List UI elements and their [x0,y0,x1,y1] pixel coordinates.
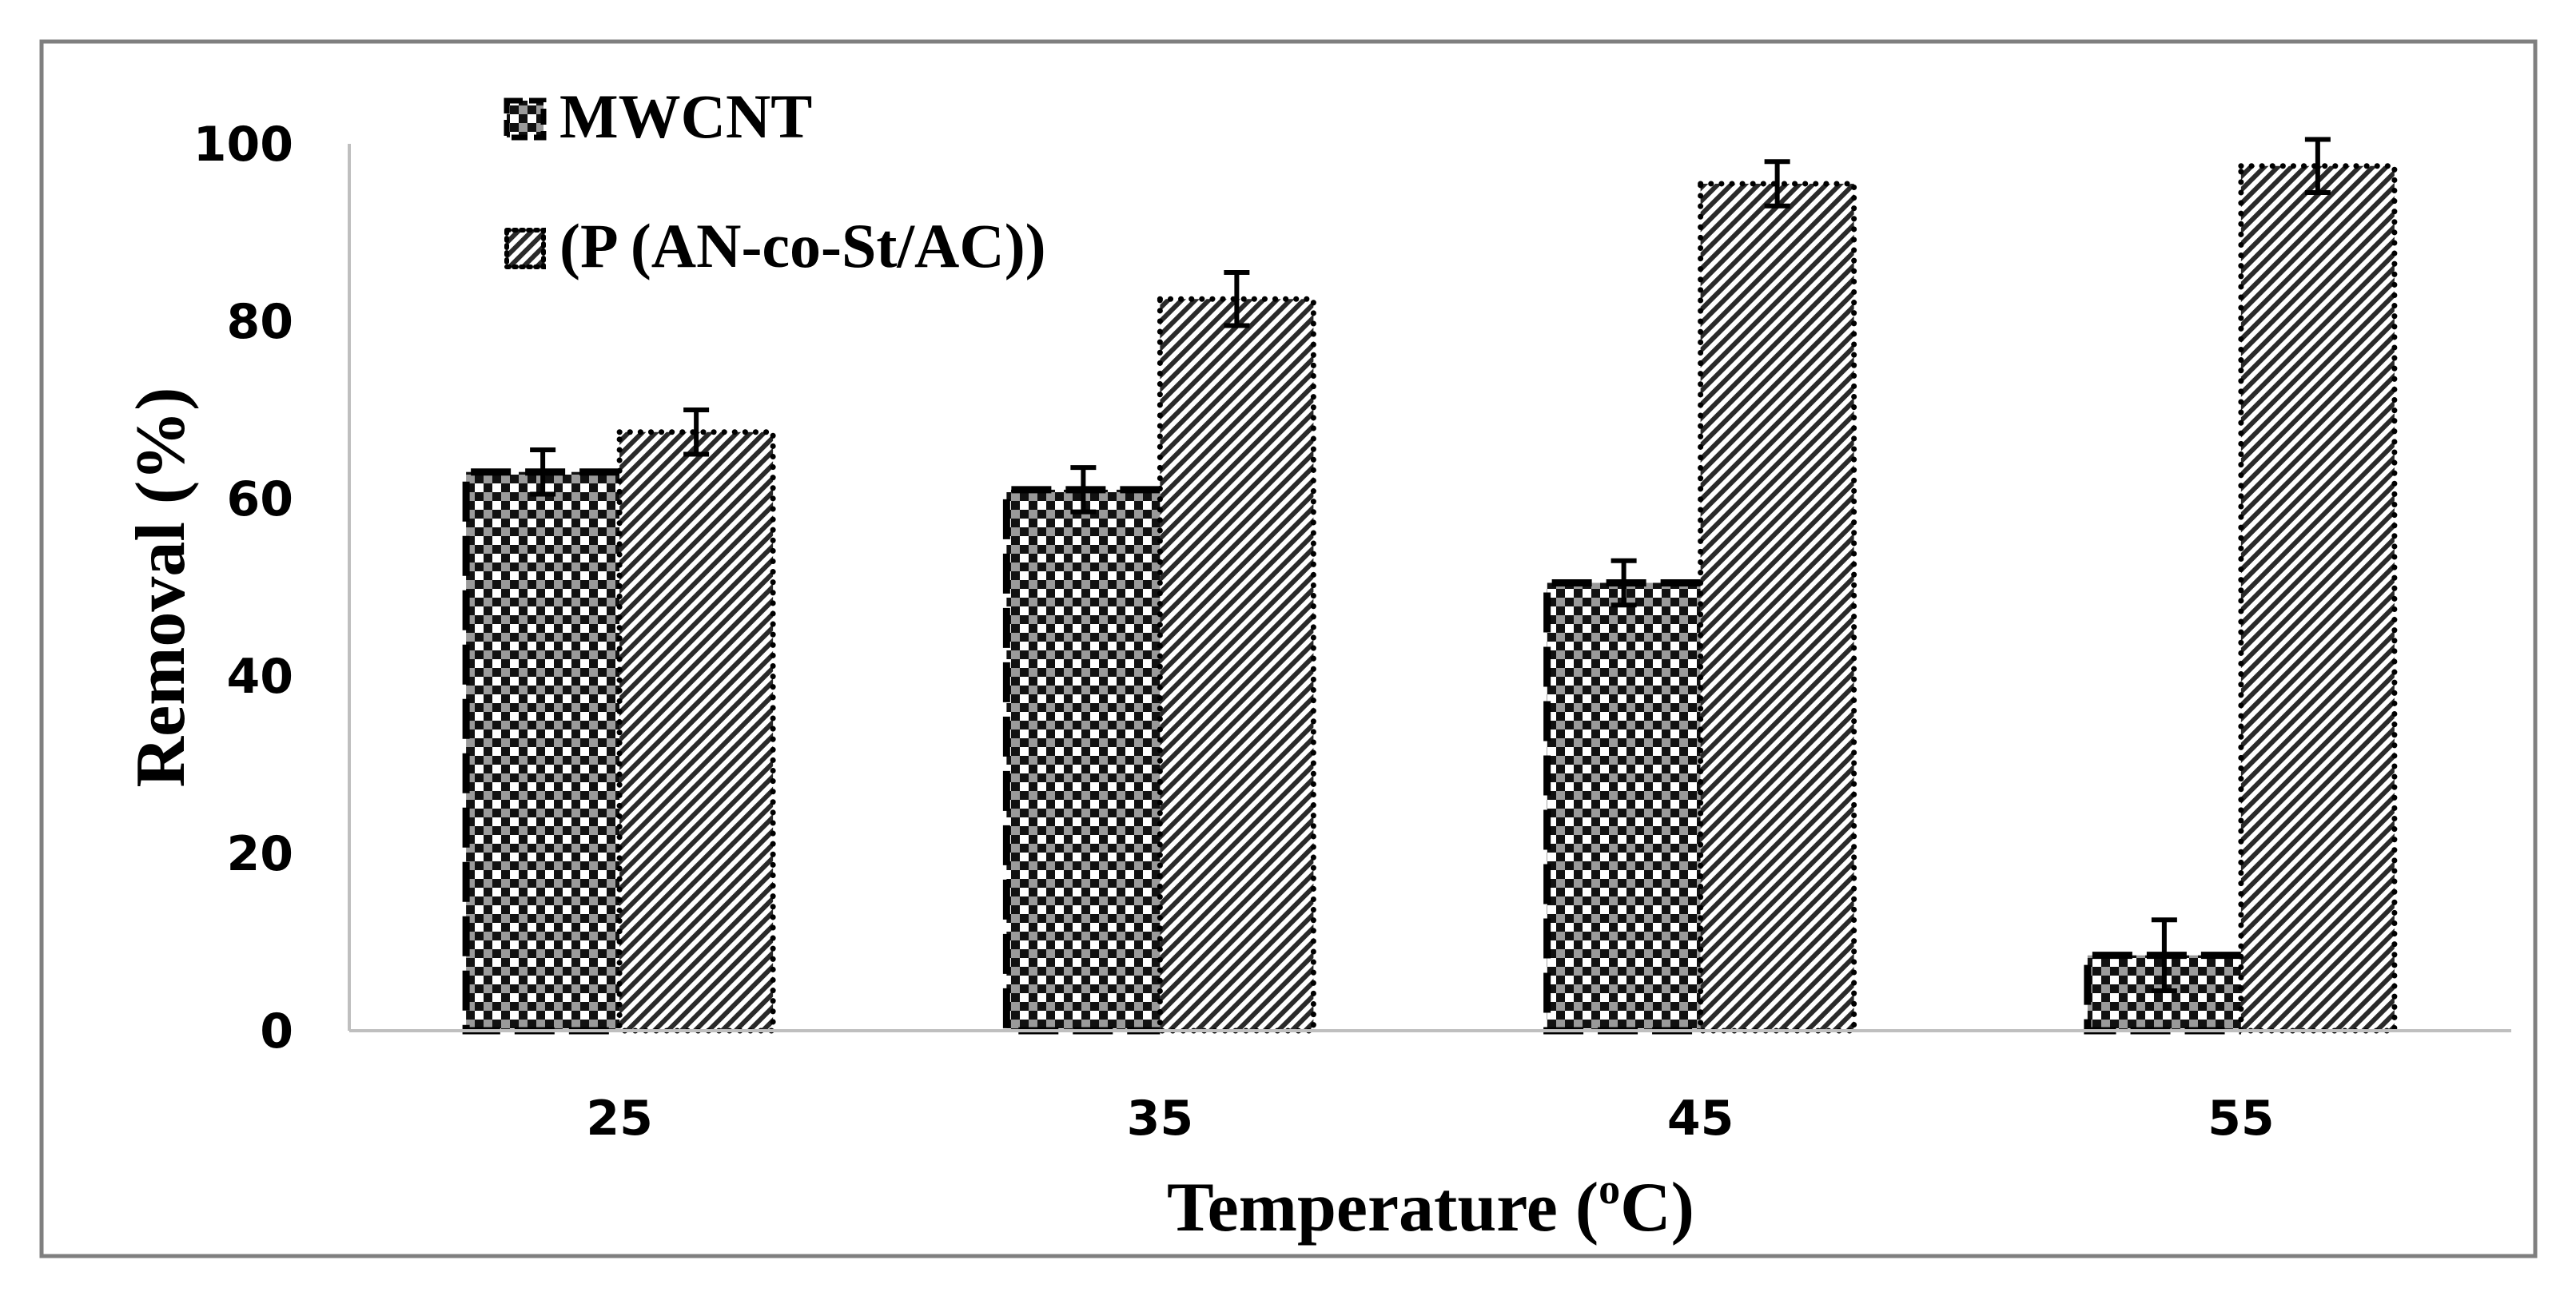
error-bar-mwcnt-45 [1610,558,1637,608]
y-tick-label-100: 100 [193,117,293,173]
error-bar-mwcnt-25 [530,447,556,497]
x-axis-title: Temperature (oC) [1167,1165,1694,1246]
bar-mwcnt-35 [1006,489,1161,1031]
legend: MWCNT (P (AN-co-St/AC)) [504,81,1046,280]
x-tick-label-25: 25 [586,1091,653,1147]
legend-swatch-pan [504,228,546,269]
legend-swatch-mwcnt [504,97,547,141]
error-bar-pan-35 [1224,269,1250,328]
bar-pan-55 [2240,165,2395,1031]
x-tick-labels: 25 35 45 55 [586,1091,2274,1147]
y-tick-label-0: 0 [260,1004,293,1059]
y-tick-label-80: 80 [227,294,294,350]
y-tick-label-40: 40 [227,649,294,705]
bar-pan-25 [619,431,774,1031]
x-tick-label-45: 45 [1667,1091,1734,1147]
y-axis-title: Removal (%) [122,388,200,788]
x-tick-label-35: 35 [1127,1091,1194,1147]
error-bar-mwcnt-35 [1070,465,1097,515]
legend-label-mwcnt: MWCNT [559,81,812,151]
error-bar-pan-25 [683,407,710,457]
error-bar-pan-55 [2304,137,2331,196]
y-tick-labels: 0 20 40 60 80 100 [193,117,293,1059]
x-tick-label-55: 55 [2208,1091,2275,1147]
plot-area [462,137,2398,1035]
bar-pan-35 [1160,299,1314,1031]
y-tick-label-60: 60 [227,471,294,527]
bar-mwcnt-45 [1547,582,1701,1031]
error-bar-mwcnt-55 [2151,917,2177,994]
bar-pan-45 [1700,183,1854,1032]
y-tick-label-20: 20 [227,826,294,882]
legend-label-pan: (P (AN-co-St/AC)) [559,211,1046,280]
bar-mwcnt-25 [466,471,620,1031]
error-bar-pan-45 [1764,159,1790,209]
bar-outline-pan-55 [2238,163,2398,1034]
